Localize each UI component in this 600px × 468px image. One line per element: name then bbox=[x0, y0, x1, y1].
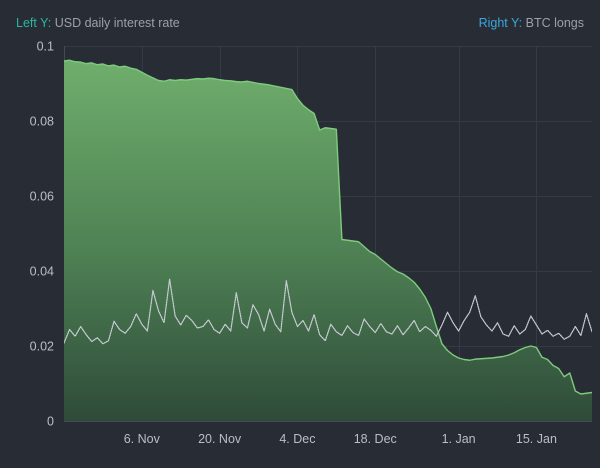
plot-area[interactable]: 0 0.02 0.04 0.06 0.08 0.1 6. Nov 20. Nov 4. Dec… bbox=[0, 40, 600, 468]
legend-left-axis-key: Left Y: bbox=[16, 16, 52, 30]
x-tick-label: 6. Nov bbox=[124, 432, 161, 446]
y-tick-label: 0.06 bbox=[30, 190, 54, 204]
y-tick-label: 0 bbox=[47, 415, 54, 429]
series-usd-interest-rate-area bbox=[64, 60, 592, 421]
btc-longs-dotted-path bbox=[64, 278, 592, 345]
legend-right-axis-key: Right Y: bbox=[478, 16, 523, 30]
y-tick-label: 0.02 bbox=[30, 340, 54, 354]
x-tick-label: 1. Jan bbox=[442, 432, 476, 446]
x-axis-tick-labels: 6. Nov 20. Nov 4. Dec 18. Dec 1. Jan 15. Jan bbox=[124, 432, 557, 446]
x-tick-label: 15. Jan bbox=[516, 432, 557, 446]
x-tick-label: 4. Dec bbox=[279, 432, 315, 446]
area-fill bbox=[64, 60, 592, 421]
area-top-line bbox=[64, 59, 592, 395]
legend-left-axis-label: USD daily interest rate bbox=[54, 16, 180, 30]
y-tick-label: 0.1 bbox=[37, 40, 54, 54]
y-tick-label: 0.04 bbox=[30, 265, 54, 279]
legend-right-axis-label: BTC longs bbox=[525, 16, 584, 30]
series-btc-longs-line bbox=[64, 278, 592, 345]
x-tick-label: 18. Dec bbox=[354, 432, 397, 446]
legend-entry-right-y[interactable]: Right Y: BTC longs bbox=[479, 16, 584, 30]
chart-svg[interactable]: 0 0.02 0.04 0.06 0.08 0.1 6. Nov 20. Nov 4. Dec… bbox=[0, 40, 600, 468]
chart-legend: Left Y: USD daily interest rate Right Y:… bbox=[0, 0, 600, 40]
series-usd-interest-rate-line bbox=[64, 59, 592, 395]
legend-entry-left-y[interactable]: Left Y: USD daily interest rate bbox=[16, 16, 180, 30]
x-tick-label: 20. Nov bbox=[198, 432, 242, 446]
y-axis-tick-labels: 0 0.02 0.04 0.06 0.08 0.1 bbox=[30, 40, 54, 429]
y-tick-label: 0.08 bbox=[30, 115, 54, 129]
